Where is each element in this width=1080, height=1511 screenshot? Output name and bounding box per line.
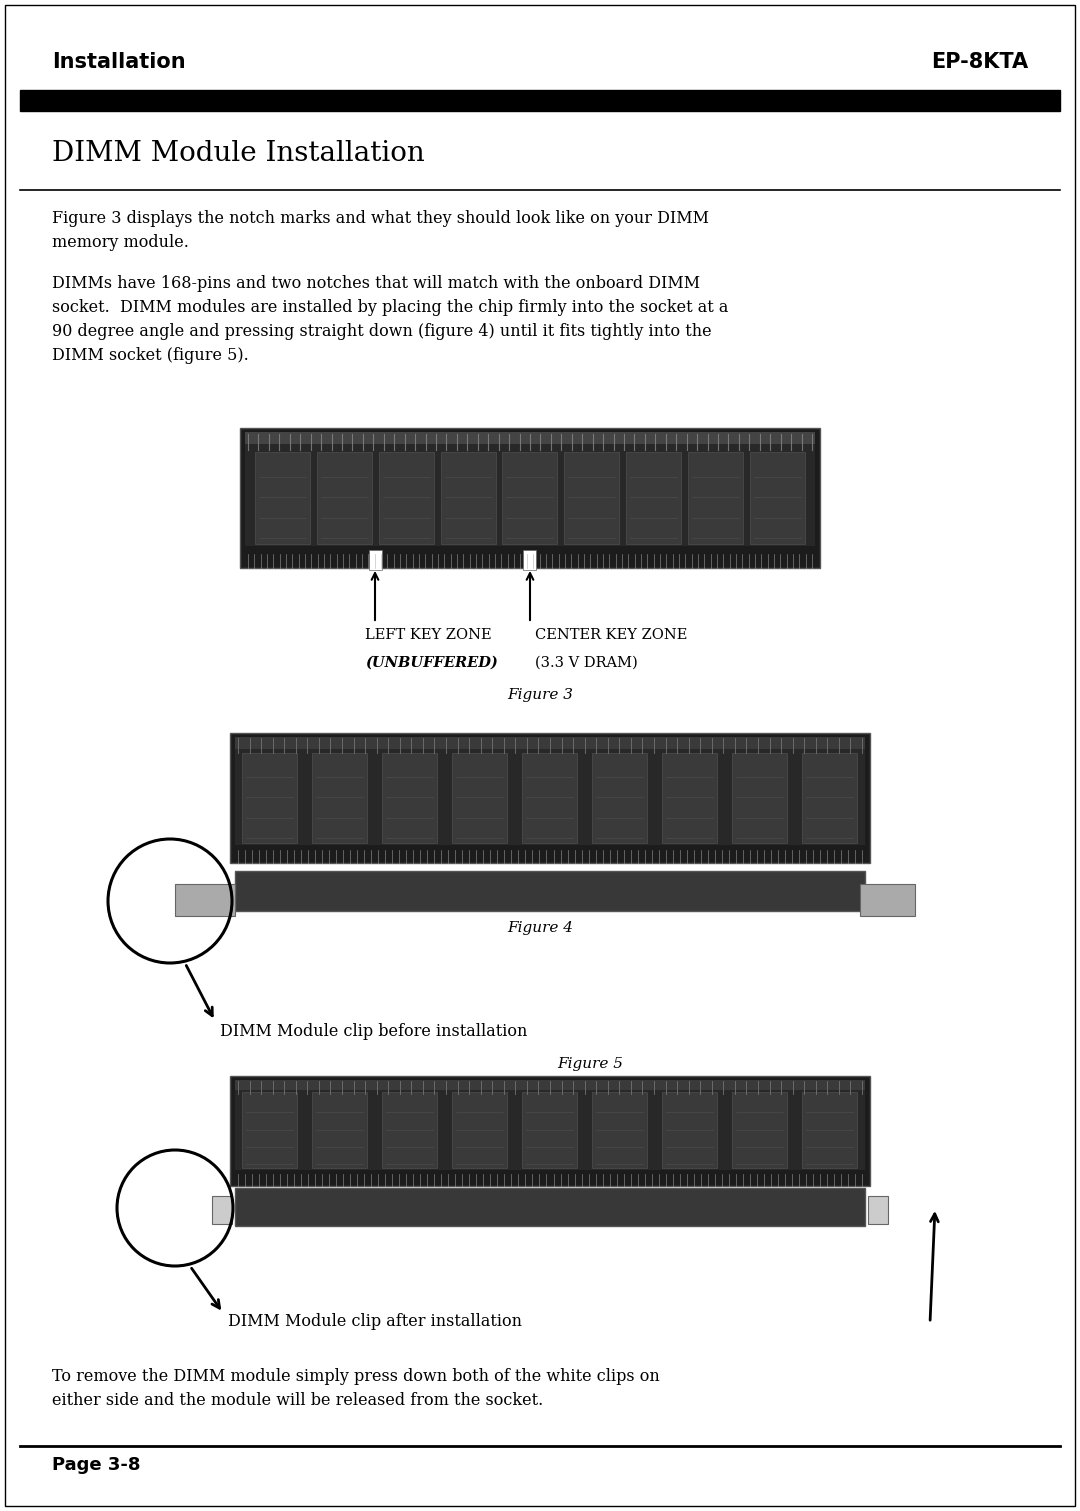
- Bar: [441, 452, 496, 544]
- Bar: [235, 1080, 865, 1094]
- Bar: [240, 428, 820, 568]
- Text: LEFT KEY ZONE: LEFT KEY ZONE: [365, 629, 491, 642]
- Bar: [235, 1089, 865, 1170]
- Bar: [230, 733, 870, 863]
- Bar: [212, 1197, 232, 1224]
- Bar: [379, 452, 434, 544]
- Text: Figure 5: Figure 5: [557, 1058, 623, 1071]
- Text: (UNBUFFERED): (UNBUFFERED): [365, 656, 498, 669]
- Text: Figure 3: Figure 3: [507, 688, 573, 703]
- Bar: [382, 1092, 437, 1168]
- Text: DIMM Module Installation: DIMM Module Installation: [52, 141, 424, 168]
- Bar: [802, 1092, 858, 1168]
- Text: (3.3 V DRAM): (3.3 V DRAM): [535, 656, 638, 669]
- Bar: [626, 452, 681, 544]
- Bar: [750, 452, 805, 544]
- Bar: [868, 1197, 888, 1224]
- Text: EP-8KTA: EP-8KTA: [931, 51, 1028, 73]
- Bar: [860, 884, 915, 916]
- Bar: [382, 752, 437, 843]
- Text: DIMMs have 168-pins and two notches that will match with the onboard DIMM
socket: DIMMs have 168-pins and two notches that…: [52, 275, 728, 364]
- Bar: [235, 1188, 865, 1225]
- Bar: [565, 452, 619, 544]
- Bar: [230, 1076, 870, 1186]
- Bar: [802, 752, 858, 843]
- Bar: [522, 752, 577, 843]
- Bar: [732, 1092, 787, 1168]
- Bar: [502, 452, 557, 544]
- Bar: [662, 752, 717, 843]
- Text: Figure 4: Figure 4: [507, 922, 573, 935]
- Text: To remove the DIMM module simply press down both of the white clips on
either si: To remove the DIMM module simply press d…: [52, 1367, 660, 1410]
- Text: Page 3-8: Page 3-8: [52, 1457, 140, 1475]
- Text: Figure 3 displays the notch marks and what they should look like on your DIMM
me: Figure 3 displays the notch marks and wh…: [52, 210, 708, 251]
- Bar: [688, 452, 743, 544]
- Bar: [453, 752, 507, 843]
- Bar: [522, 1092, 577, 1168]
- Bar: [242, 1092, 297, 1168]
- Bar: [242, 752, 297, 843]
- Text: DIMM Module clip before installation: DIMM Module clip before installation: [220, 1023, 527, 1040]
- Bar: [235, 749, 865, 845]
- Text: CENTER KEY ZONE: CENTER KEY ZONE: [535, 629, 687, 642]
- Bar: [316, 452, 372, 544]
- Text: Installation: Installation: [52, 51, 186, 73]
- Bar: [453, 1092, 507, 1168]
- Bar: [175, 884, 235, 916]
- Bar: [245, 432, 815, 450]
- Bar: [255, 452, 310, 544]
- Bar: [235, 870, 865, 911]
- Bar: [524, 550, 537, 570]
- Bar: [368, 550, 381, 570]
- Bar: [592, 752, 647, 843]
- Text: DIMM Module clip after installation: DIMM Module clip after installation: [228, 1313, 522, 1330]
- Bar: [592, 1092, 647, 1168]
- Bar: [662, 1092, 717, 1168]
- Bar: [732, 752, 787, 843]
- Bar: [21, 91, 1059, 110]
- Bar: [312, 1092, 367, 1168]
- Bar: [312, 752, 367, 843]
- Bar: [235, 737, 865, 752]
- Bar: [245, 444, 815, 545]
